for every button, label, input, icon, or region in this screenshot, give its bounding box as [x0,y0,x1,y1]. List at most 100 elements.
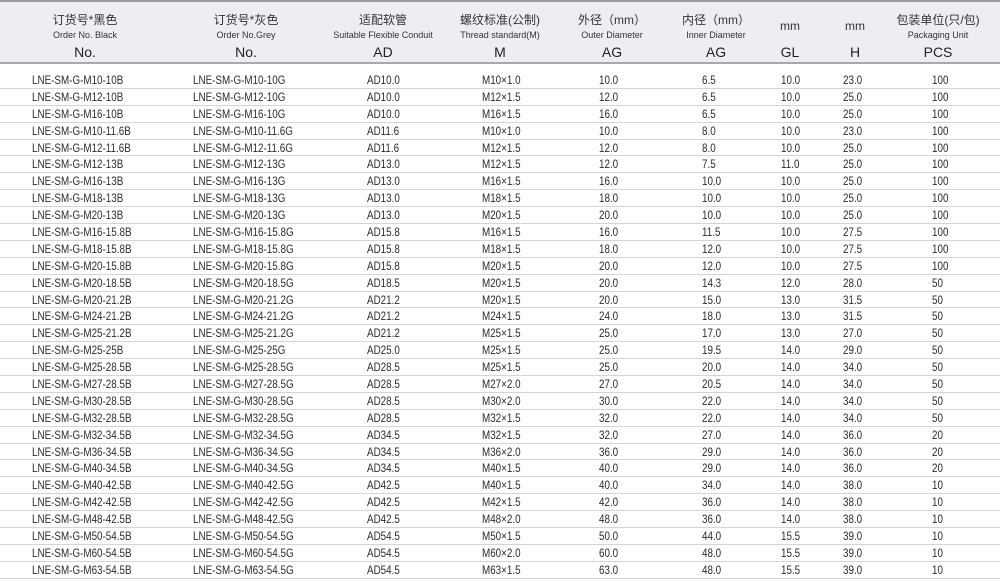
cell-conduit-ad: AD34.5 [367,444,400,459]
table-row: LNE-SM-G-M32-28.5B LNE-SM-G-M32-28.5G AD28… [0,410,1000,427]
cell-h: 36.0 [843,444,863,459]
cell-inner-diameter: 29.0 [702,444,722,459]
cell-inner-diameter: 22.0 [702,393,722,408]
table-row: LNE-SM-G-M40-42.5B LNE-SM-G-M40-42.5G AD42… [0,477,1000,495]
cell-thread-m: M16×1.5 [482,174,521,189]
header-en-label: Thread standard(M) [460,30,540,40]
cell-order-no-grey: LNE-SM-G-M42-42.5G [193,495,294,510]
table-row: LNE-SM-G-M16-10B LNE-SM-G-M16-10G AD10.0 M1… [0,106,1000,123]
cell-order-no-black: LNE-SM-G-M60-54.5B [32,545,132,560]
cell-gl: 14.0 [781,427,801,442]
cell-order-no-grey: LNE-SM-G-M12-10G [193,89,286,104]
cell-gl: 11.0 [781,157,800,172]
cell-conduit-ad: AD42.5 [367,478,400,493]
cell-outer-diameter: 32.0 [599,410,619,425]
cell-h: 27.0 [843,326,863,341]
cell-order-no-grey: LNE-SM-G-M25-21.2G [193,326,294,341]
table-row: LNE-SM-G-M18-13B LNE-SM-G-M18-13G AD13.0 M1… [0,190,1000,208]
cell-thread-m: M32×1.5 [482,427,521,442]
cell-h: 39.0 [843,545,863,560]
cell-gl: 10.0 [781,140,801,155]
cell-order-no-grey: LNE-SM-G-M32-34.5G [193,427,294,442]
cell-inner-diameter: 17.0 [702,326,722,341]
cell-thread-m: M27×2.0 [482,377,521,392]
table-row: LNE-SM-G-M12-10B LNE-SM-G-M12-10G AD10.0 M1… [0,89,1000,106]
cell-thread-m: M40×1.5 [482,461,521,476]
cell-pcs: 50 [932,309,943,324]
cell-outer-diameter: 20.0 [599,208,619,223]
header-code-label: GL [780,44,800,60]
cell-gl: 12.0 [781,275,801,290]
cell-order-no-black: LNE-SM-G-M18-13B [32,191,124,206]
header-zh-label: 内径（mm） [682,13,750,27]
cell-conduit-ad: AD21.2 [367,326,400,341]
table-row: LNE-SM-G-M12-11.6B LNE-SM-G-M12-11.6G AD11… [0,140,1000,157]
header-en-label: Suitable Flexible Conduit [333,30,433,40]
cell-order-no-grey: LNE-SM-G-M16-15.8G [193,225,294,240]
cell-outer-diameter: 32.0 [599,427,619,442]
cell-order-no-black: LNE-SM-G-M40-42.5B [32,478,132,493]
cell-h: 25.0 [843,174,863,189]
cell-pcs: 100 [932,89,949,104]
cell-h: 38.0 [843,478,863,493]
header-en-label: Outer Diameter [581,30,643,40]
cell-inner-diameter: 11.5 [702,225,721,240]
cell-outer-diameter: 25.0 [599,343,619,358]
cell-inner-diameter: 7.5 [702,157,716,172]
cell-order-no-black: LNE-SM-G-M20-13B [32,208,124,223]
header-en-label: Packaging Unit [907,30,969,40]
table-row: LNE-SM-G-M24-21.2B LNE-SM-G-M24-21.2G AD21… [0,308,1000,326]
header-code-label: PCS [923,44,953,60]
cell-thread-m: M12×1.5 [482,157,521,172]
cell-h: 29.0 [843,343,863,358]
header-code-label: AG [601,44,623,60]
table-row: LNE-SM-G-M18-15.8B LNE-SM-G-M18-15.8G AD15… [0,241,1000,258]
cell-inner-diameter: 34.0 [702,478,722,493]
cell-h: 27.5 [843,258,863,273]
cell-thread-m: M50×1.5 [482,529,521,544]
cell-gl: 10.0 [781,241,801,256]
cell-conduit-ad: AD13.0 [367,208,400,223]
cell-thread-m: M63×1.5 [482,562,521,577]
cell-pcs: 10 [932,529,943,544]
cell-inner-diameter: 8.0 [702,140,716,155]
cell-pcs: 100 [932,106,949,121]
cell-thread-m: M25×1.5 [482,343,521,358]
header-en-label: Order No. Black [52,30,118,40]
cell-conduit-ad: AD28.5 [367,393,400,408]
cell-gl: 14.0 [781,377,801,392]
cell-order-no-black: LNE-SM-G-M25-25B [32,343,124,358]
cell-h: 34.0 [843,360,863,375]
cell-inner-diameter: 36.0 [702,495,722,510]
cell-order-no-grey: LNE-SM-G-M18-13G [193,191,286,206]
cell-thread-m: M20×1.5 [482,258,521,273]
cell-order-no-grey: LNE-SM-G-M12-11.6G [193,140,293,155]
cell-order-no-grey: LNE-SM-G-M10-10G [193,73,286,87]
cell-pcs: 100 [932,208,949,223]
cell-order-no-black: LNE-SM-G-M40-34.5B [32,461,132,476]
table-row: LNE-SM-G-M27-28.5B LNE-SM-G-M27-28.5G AD28… [0,376,1000,393]
table-row: LNE-SM-G-M20-18.5B LNE-SM-G-M20-18.5G AD18… [0,275,1000,292]
cell-outer-diameter: 20.0 [599,258,619,273]
cell-inner-diameter: 12.0 [702,241,722,256]
cell-outer-diameter: 16.0 [599,174,619,189]
cell-order-no-grey: LNE-SM-G-M20-18.5G [193,275,294,290]
cell-thread-m: M25×1.5 [482,326,521,341]
cell-conduit-ad: AD13.0 [367,191,400,206]
table-row: LNE-SM-G-M32-34.5B LNE-SM-G-M32-34.5G AD34… [0,427,1000,444]
cell-thread-m: M16×1.5 [482,225,521,240]
cell-outer-diameter: 18.0 [599,241,619,256]
cell-inner-diameter: 19.5 [702,343,722,358]
cell-gl: 10.0 [781,208,801,223]
cell-conduit-ad: AD28.5 [367,377,400,392]
cell-outer-diameter: 24.0 [599,309,619,324]
cell-pcs: 50 [932,410,943,425]
cell-outer-diameter: 20.0 [599,292,619,307]
table-row: LNE-SM-G-M25-28.5B LNE-SM-G-M25-28.5G AD28… [0,359,1000,377]
table-header: 订货号*黑色 Order No. Black No. 订货号*灰色 Order No.G… [0,0,1000,64]
cell-gl: 14.0 [781,393,801,408]
cell-thread-m: M20×1.5 [482,275,521,290]
cell-inner-diameter: 14.3 [702,275,722,290]
cell-gl: 14.0 [781,444,801,459]
table-row: LNE-SM-G-M25-25B LNE-SM-G-M25-25G AD25.0 M2… [0,342,1000,360]
